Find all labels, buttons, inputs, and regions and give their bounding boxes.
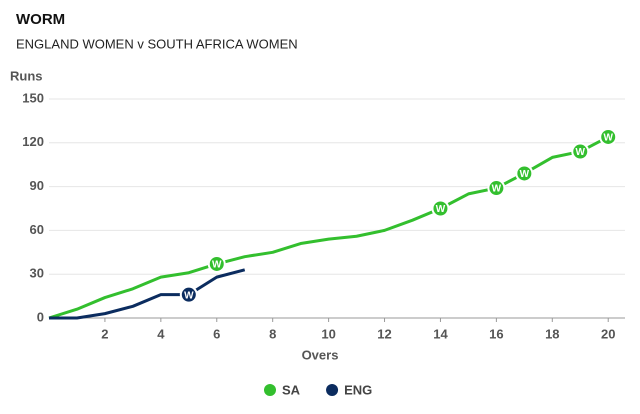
legend-label: ENG [344,382,372,397]
wicket-label: W [603,133,613,144]
wicket-circle [179,285,198,304]
x-tick-label: 4 [157,326,165,341]
legend-swatch [326,384,339,396]
chart-subtitle: ENGLAND WOMEN v SOUTH AFRICA WOMEN [16,36,298,51]
legend-label: SA [282,382,301,397]
wicket-circle [571,142,590,161]
wicket-label: W [520,169,530,180]
series-line [49,268,246,320]
wicket-marker: W [571,142,590,161]
x-tick-label: 8 [269,326,276,341]
wicket-circle [487,179,506,198]
y-tick-label: 30 [30,266,44,281]
x-tick-label: 16 [489,326,503,341]
x-tick-label: 18 [545,326,559,341]
x-axis-label: Overs [302,347,339,362]
wicket-marker: W [179,285,198,304]
y-tick-label: 60 [30,222,44,237]
x-tick-label: 12 [377,326,391,341]
x-tick-label: 10 [321,326,335,341]
wicket-label: W [436,204,446,215]
x-tick-label: 6 [213,326,220,341]
chart-title: WORM [16,11,65,28]
wicket-circle [207,254,226,273]
legend-swatch [264,384,276,396]
wicket-circle [599,127,618,146]
wicket-circle [431,199,450,218]
wicket-label: W [492,184,502,195]
y-tick-label: 90 [30,178,44,193]
x-tick-label: 2 [101,326,108,341]
y-tick-label: 0 [37,309,44,324]
wicket-label: W [212,260,222,271]
y-tick-label: 120 [22,134,44,149]
x-tick-label: 20 [601,326,615,341]
series-line [48,135,609,320]
wicket-marker: W [599,127,618,146]
x-tick-label: 14 [433,326,448,341]
wicket-marker: W [207,254,226,273]
y-tick-label: 150 [22,90,44,105]
y-axis-label: Runs [10,68,43,83]
wicket-marker: W [515,164,534,183]
wicket-circle [515,164,534,183]
wicket-marker: W [431,199,450,218]
wicket-label: W [184,290,194,301]
wicket-marker: W [487,179,506,198]
wicket-label: W [576,147,586,158]
